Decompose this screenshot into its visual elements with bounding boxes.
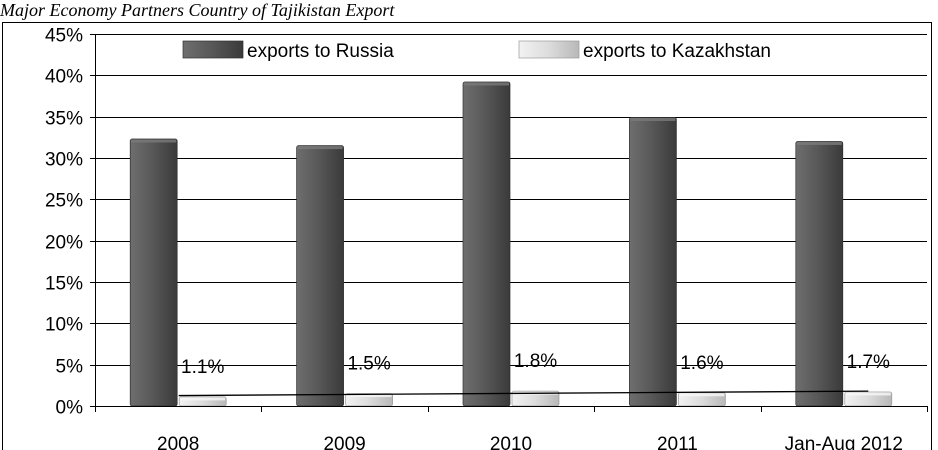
legend-label-kazakhstan: exports to Kazakhstan: [583, 41, 771, 62]
bar-cap-russia: [630, 117, 676, 121]
bar-cap-russia: [131, 139, 177, 143]
chart-caption: Major Economy Partners Country of Tajiki…: [0, 0, 395, 20]
trendline: [178, 390, 869, 397]
x-tick-label: 2009: [323, 434, 365, 450]
bar-cap-russia: [796, 141, 842, 145]
x-tick-label: Jan-Aug 2012: [785, 434, 903, 450]
data-label: 1.5%: [347, 354, 390, 375]
bar-exports-russia: [629, 117, 677, 407]
bar-exports-russia: [129, 138, 178, 407]
y-tick-label: 10%: [45, 315, 83, 336]
bar-exports-russia: [296, 145, 344, 407]
bar-cap-kazakhstan: [679, 393, 725, 397]
bar-cap-kazakhstan: [845, 392, 891, 396]
bar-cap-kazakhstan: [346, 394, 392, 398]
x-tick-label: 2011: [657, 434, 698, 450]
y-tick-label: 15%: [45, 274, 83, 295]
data-label: 1.1%: [181, 357, 224, 378]
x-tick-label: 2010: [490, 434, 532, 450]
data-label: 1.8%: [514, 351, 557, 372]
y-tick-label: 30%: [45, 150, 83, 171]
chart-border: [2, 22, 932, 450]
legend-label-russia: exports to Russia: [247, 41, 394, 62]
data-label: 1.6%: [680, 353, 723, 374]
bar-exports-russia: [795, 141, 844, 407]
legend-swatch-kazakhstan: [518, 40, 580, 59]
bar-cap-russia: [297, 146, 343, 150]
y-tick-label: 40%: [45, 67, 83, 88]
y-tick-label: 20%: [45, 233, 83, 254]
legend-swatch-russia: [182, 40, 244, 59]
bar-cap-kazakhstan: [180, 397, 226, 401]
data-label: 1.7%: [847, 352, 890, 373]
y-tick-label: 25%: [45, 191, 83, 212]
bar-cap-russia: [464, 82, 509, 86]
bar-exports-russia: [462, 81, 511, 407]
y-tick-label: 5%: [56, 357, 84, 378]
y-tick-label: 0%: [56, 398, 84, 419]
y-tick-label: 45%: [45, 26, 83, 47]
x-tick-label: 2008: [157, 434, 199, 450]
y-tick-label: 35%: [45, 109, 83, 130]
